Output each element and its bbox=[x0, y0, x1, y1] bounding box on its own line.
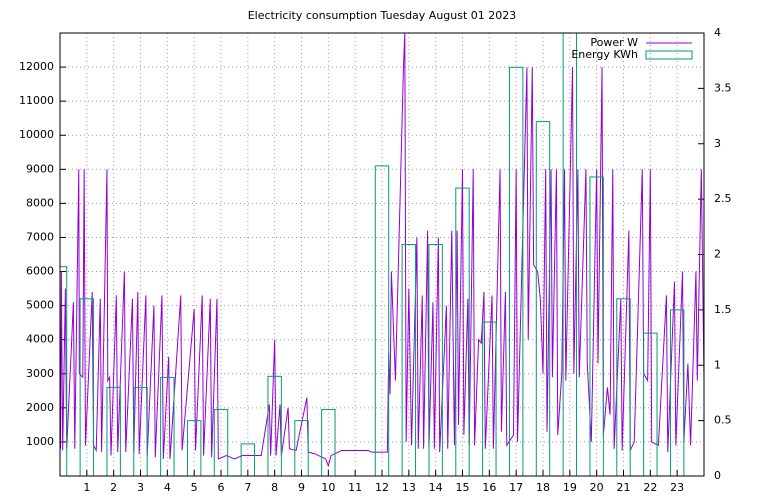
x-tick-label: 18 bbox=[536, 481, 550, 494]
x-tick-label: 2 bbox=[110, 481, 117, 494]
x-tick-label: 22 bbox=[643, 481, 657, 494]
y2-tick-label: 0.5 bbox=[714, 414, 732, 427]
y2-tick-label: 3.5 bbox=[714, 81, 732, 94]
y2-tick-label: 0 bbox=[714, 469, 721, 482]
x-tick-label: 1 bbox=[83, 481, 90, 494]
x-tick-label: 20 bbox=[590, 481, 604, 494]
energy-box bbox=[374, 165, 390, 476]
x-tick-label: 21 bbox=[617, 481, 631, 494]
x-tick-label: 16 bbox=[482, 481, 496, 494]
x-tick-label: 7 bbox=[244, 481, 251, 494]
chart-title: Electricity consumption Tuesday August 0… bbox=[248, 9, 517, 22]
energy-box bbox=[643, 332, 658, 476]
y-tick-label: 10000 bbox=[19, 128, 54, 141]
plot-area bbox=[60, 33, 704, 476]
x-tick-label: 9 bbox=[298, 481, 305, 494]
energy-box bbox=[213, 409, 229, 476]
y-tick-label: 5000 bbox=[26, 299, 54, 312]
x-tick-label: 3 bbox=[137, 481, 144, 494]
power-line bbox=[60, 33, 704, 468]
y-tick-label: 12000 bbox=[19, 60, 54, 73]
energy-box bbox=[186, 420, 202, 476]
energy-box bbox=[508, 66, 524, 476]
y-tick-label: 11000 bbox=[19, 94, 54, 107]
y-tick-label: 2000 bbox=[26, 401, 54, 414]
x-tick-label: 5 bbox=[191, 481, 198, 494]
y2-tick-label: 4 bbox=[714, 26, 721, 39]
energy-box bbox=[669, 309, 685, 476]
y2-tick-label: 3 bbox=[714, 137, 721, 150]
y-tick-label: 7000 bbox=[26, 230, 54, 243]
y2-tick-label: 2.5 bbox=[714, 192, 732, 205]
energy-box bbox=[589, 176, 604, 476]
x-tick-label: 23 bbox=[670, 481, 684, 494]
energy-box bbox=[267, 375, 282, 476]
energy-box bbox=[240, 443, 256, 476]
legend-label: Power W bbox=[590, 36, 638, 49]
plot-border bbox=[59, 32, 705, 477]
energy-box bbox=[294, 420, 309, 476]
legend-swatch bbox=[645, 50, 693, 60]
energy-box bbox=[455, 187, 470, 476]
x-tick-label: 8 bbox=[271, 481, 278, 494]
y-tick-label: 8000 bbox=[26, 196, 54, 209]
y-tick-label: 4000 bbox=[26, 333, 54, 346]
y-tick-label: 1000 bbox=[26, 435, 54, 448]
y2-tick-label: 1.5 bbox=[714, 303, 732, 316]
y-tick-label: 3000 bbox=[26, 367, 54, 380]
x-tick-label: 10 bbox=[321, 481, 335, 494]
x-tick-label: 17 bbox=[509, 481, 523, 494]
y2-tick-label: 2 bbox=[714, 248, 721, 261]
x-tick-label: 11 bbox=[348, 481, 362, 494]
energy-box bbox=[482, 321, 497, 476]
energy-box bbox=[535, 121, 551, 476]
energy-box bbox=[401, 244, 417, 476]
x-tick-label: 19 bbox=[563, 481, 577, 494]
energy-box bbox=[428, 244, 443, 476]
y2-tick-label: 1 bbox=[714, 358, 721, 371]
x-tick-label: 12 bbox=[375, 481, 389, 494]
x-tick-label: 4 bbox=[164, 481, 171, 494]
y-tick-label: 9000 bbox=[26, 162, 54, 175]
x-tick-label: 13 bbox=[402, 481, 416, 494]
x-tick-label: 15 bbox=[456, 481, 470, 494]
y-tick-label: 6000 bbox=[26, 265, 54, 278]
energy-box bbox=[562, 33, 578, 476]
legend-label: Energy KWh bbox=[571, 48, 638, 61]
x-tick-label: 6 bbox=[218, 481, 225, 494]
x-tick-label: 14 bbox=[429, 481, 443, 494]
